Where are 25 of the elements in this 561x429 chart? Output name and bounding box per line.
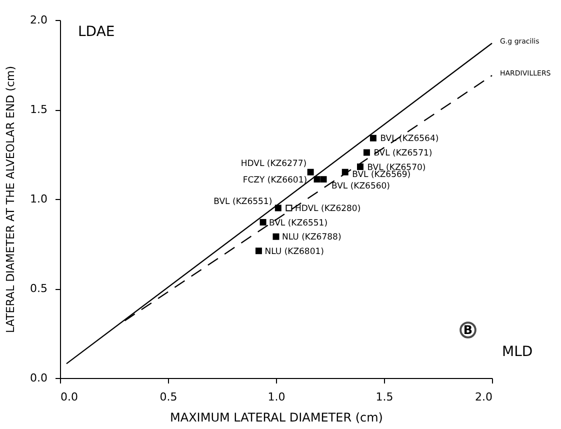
x-tick-label: 0.5 bbox=[160, 390, 178, 404]
y-axis-title: LATERAL DIAMETER AT THE ALVEOLAR END (cm) bbox=[4, 66, 18, 333]
annotation: BVL (KZ6551) bbox=[269, 218, 328, 228]
x-tick-label: 0.0 bbox=[60, 390, 78, 404]
x-axis-title: MAXIMUM LATERAL DIAMETER (cm) bbox=[170, 410, 383, 424]
annotation: HDVL (KZ6277) bbox=[240, 159, 307, 170]
x-tick-label: 1.0 bbox=[268, 390, 286, 404]
annotation: B bbox=[463, 323, 473, 337]
y-tick-label: 2.0 bbox=[30, 14, 48, 26]
annotation: BVL (KZ6551) bbox=[214, 196, 272, 207]
annotation: BVL (KZ6564) bbox=[380, 134, 439, 144]
x-tick-label: 1.5 bbox=[376, 390, 394, 404]
y-tick-label: 0.0 bbox=[30, 372, 48, 384]
annotation: HDVL (KZ6280) bbox=[294, 204, 361, 214]
text: MLD bbox=[502, 344, 533, 360]
annotation: NLU (KZ6801) bbox=[264, 246, 324, 257]
annotation: BVL (KZ6560) bbox=[332, 181, 390, 192]
annotation: LDAE bbox=[78, 24, 115, 40]
annotation: NLU (KZ6788) bbox=[282, 232, 342, 243]
annotation: FCZY (KZ6601) bbox=[242, 175, 308, 186]
y-tick-label: 1.5 bbox=[30, 103, 48, 116]
annotation: BVL (KZ6569) bbox=[352, 170, 411, 180]
y-tick-label: 0.5 bbox=[30, 282, 48, 295]
y-tick-label: 1.0 bbox=[30, 192, 48, 206]
x-tick-label: 2.0 bbox=[475, 390, 492, 404]
